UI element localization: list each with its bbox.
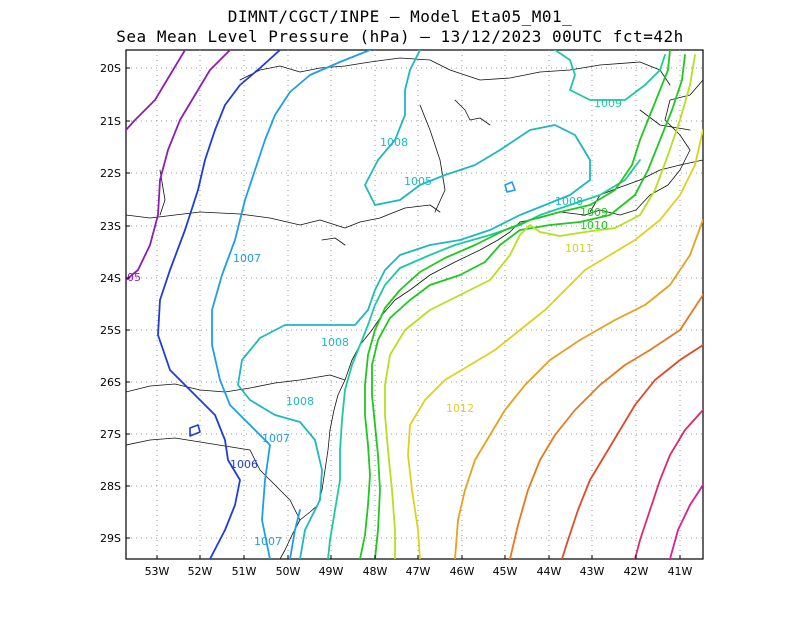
x-tick-label: 52W xyxy=(188,565,213,578)
isobar-1010 xyxy=(371,54,686,559)
contour-label: 1012 xyxy=(446,402,474,415)
contour-label: 1007 xyxy=(254,535,282,548)
isobar-1008-blob xyxy=(504,181,516,193)
grid xyxy=(126,50,703,559)
coastline-and-borders xyxy=(126,57,703,559)
y-tick-label: 29S xyxy=(100,532,121,545)
isobar-1012 xyxy=(407,129,703,559)
contour-label: 1008 xyxy=(286,395,314,408)
y-tick-label: 20S xyxy=(100,62,121,75)
contour-label: 1005 xyxy=(404,175,432,188)
isobar-1009b xyxy=(327,159,641,559)
x-axis-labels: 53W 52W 51W 50W 49W 48W 47W 46W 45W 44W … xyxy=(145,565,693,578)
x-tick-label: 44W xyxy=(537,565,562,578)
map-title-line2: Sea Mean Level Pressure (hPa) – 13/12/20… xyxy=(116,27,684,46)
contour-label: 1010 xyxy=(580,219,608,232)
contour-label: 1009 xyxy=(594,97,622,110)
contour-label: 1007 xyxy=(262,432,290,445)
isobar-1014 xyxy=(509,294,703,559)
isobar-1008 xyxy=(237,50,591,559)
x-tick-label: 50W xyxy=(276,565,301,578)
contour-label: 1008 xyxy=(321,336,349,349)
isobar-1015 xyxy=(561,344,703,559)
isobar-1016 xyxy=(634,409,703,559)
y-tick-label: 26S xyxy=(100,376,121,389)
x-tick-label: 41W xyxy=(668,565,693,578)
y-tick-label: 24S xyxy=(100,272,121,285)
isobar-1006 xyxy=(157,50,281,559)
isobar-1005b xyxy=(126,50,231,281)
map-title-line1: DIMNT/CGCT/INPE – Model Eta05_M01_ xyxy=(227,7,573,26)
isobar-1009c xyxy=(359,50,671,559)
contour-label: 1007 xyxy=(233,252,261,265)
contour-label: 1006 xyxy=(230,458,258,471)
isobar-1007 xyxy=(211,50,371,559)
plot-frame xyxy=(125,49,704,560)
isobar-1007b xyxy=(289,509,301,559)
x-tick-label: 48W xyxy=(363,565,388,578)
y-tick-label: 22S xyxy=(100,167,121,180)
x-tick-label: 47W xyxy=(406,565,431,578)
y-tick-label: 28S xyxy=(100,480,121,493)
tick-marks xyxy=(126,67,681,559)
y-tick-label: 25S xyxy=(100,324,121,337)
isobar-1017 xyxy=(669,484,703,559)
y-axis-labels: 20S 21S 22S 23S 24S 25S 26S 27S 28S 29S xyxy=(100,62,121,545)
contour-labels: 1009 1008 1005 1008 1009 1010 1011 1007 … xyxy=(127,97,622,548)
contour-label: 1011 xyxy=(565,242,593,255)
y-tick-label: 27S xyxy=(100,428,121,441)
contour-label: 1008 xyxy=(380,136,408,149)
isobar-1005 xyxy=(126,50,186,131)
contour-label: 05 xyxy=(127,271,141,284)
isobar-1013 xyxy=(454,219,703,559)
y-tick-label: 21S xyxy=(100,115,121,128)
isobar-1011 xyxy=(384,54,696,559)
isobar-1006-loop xyxy=(189,424,201,437)
x-tick-label: 49W xyxy=(319,565,344,578)
isobar-1009 xyxy=(554,50,666,101)
x-tick-label: 45W xyxy=(493,565,518,578)
contour-label: 1009 xyxy=(580,206,608,219)
x-tick-label: 51W xyxy=(232,565,257,578)
x-tick-label: 42W xyxy=(624,565,649,578)
y-tick-label: 23S xyxy=(100,220,121,233)
x-tick-label: 53W xyxy=(145,565,170,578)
x-tick-label: 46W xyxy=(450,565,475,578)
contour-label: 1008 xyxy=(555,195,583,208)
x-tick-label: 43W xyxy=(580,565,605,578)
